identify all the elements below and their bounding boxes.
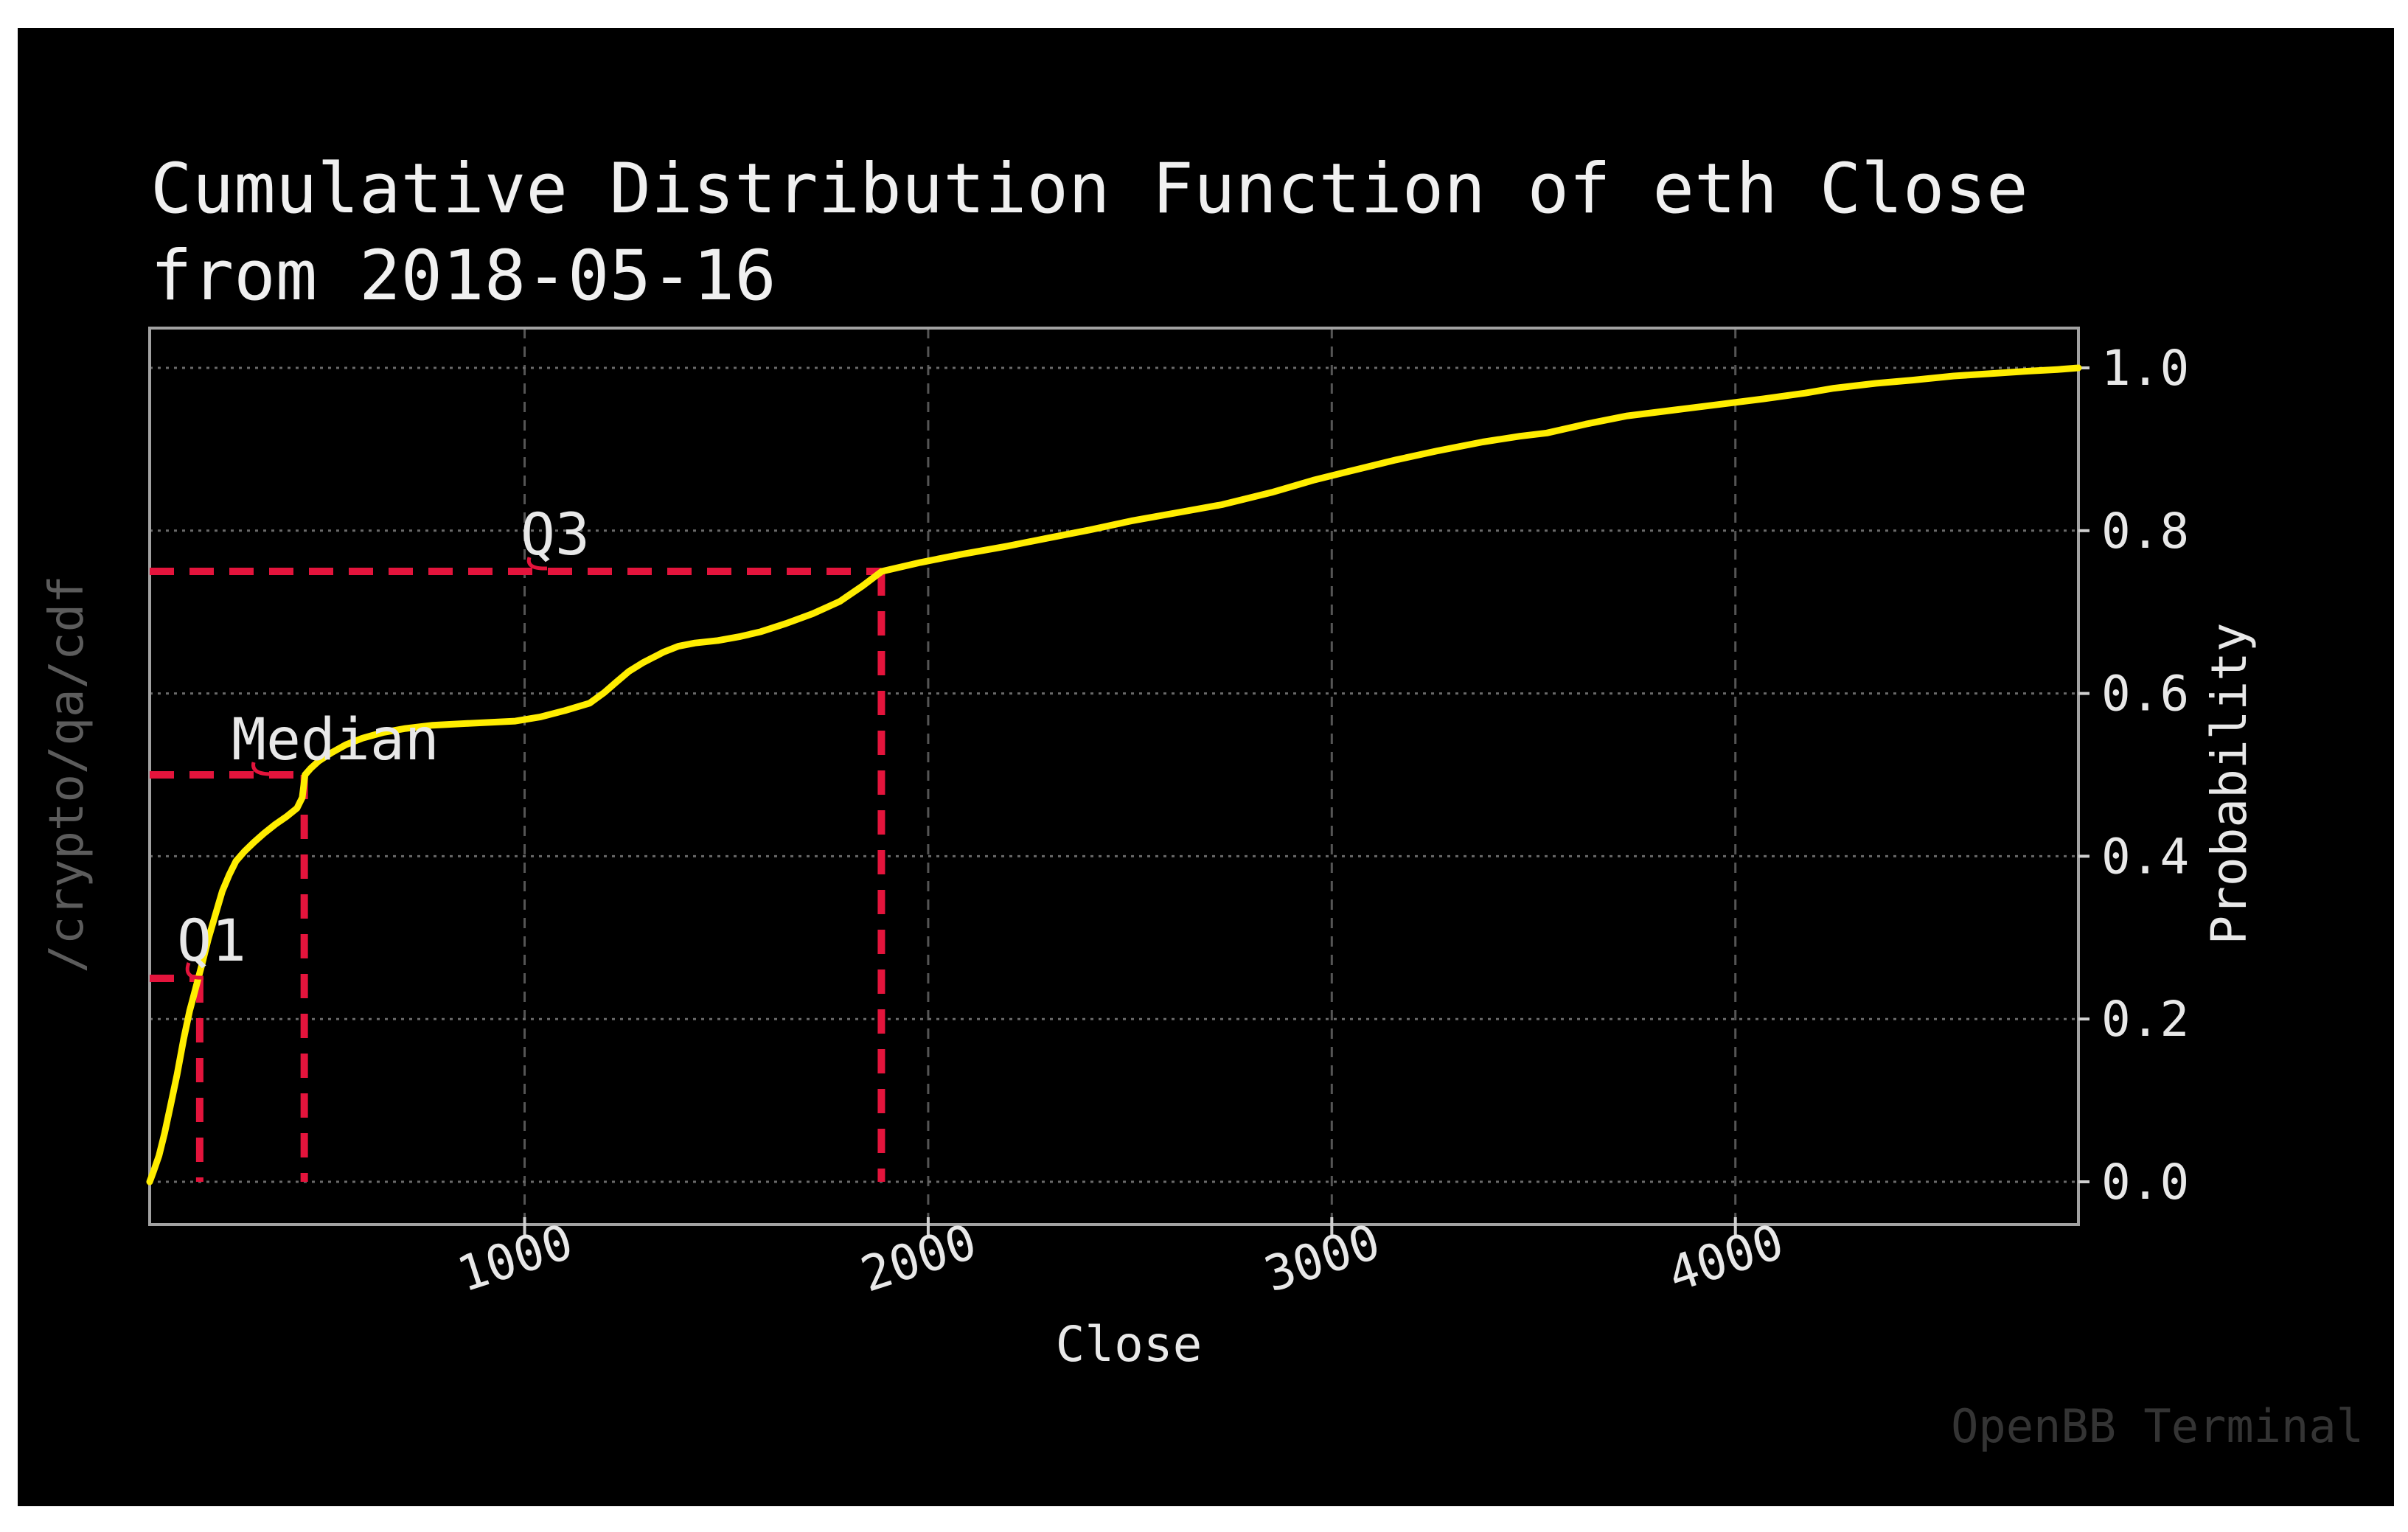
tick-marks-layer: [523, 366, 2089, 1238]
median-annotation-label: Median: [232, 707, 439, 773]
y-tick-label-0.4: 0.4: [2101, 828, 2189, 885]
quartile-lines-layer: [150, 568, 885, 1182]
q3-leader-line: [526, 557, 548, 571]
y-axis-label: Probability: [2201, 622, 2258, 944]
figure-canvas-background: [18, 28, 2394, 1506]
y-tick-label-0.6: 0.6: [2101, 666, 2189, 723]
x-axis-label: Close: [1056, 1316, 1203, 1373]
chart-title-line-1: Cumulative Distribution Function of eth …: [150, 149, 2028, 229]
y-tick-label-0.0: 0.0: [2101, 1154, 2189, 1211]
y-tick-label-0.8: 0.8: [2101, 503, 2189, 560]
openbb-terminal-watermark: OpenBB Terminal: [1951, 1399, 2364, 1453]
q1-annotation-label: Q1: [177, 908, 246, 975]
command-path-watermark: /crypto/qa/cdf: [40, 575, 94, 972]
q3-annotation-label: Q3: [521, 502, 590, 568]
q1-leader-line: [185, 962, 204, 980]
chart-title-line-2: from 2018-05-16: [150, 236, 776, 316]
y-tick-label-1.0: 1.0: [2101, 340, 2189, 397]
cdf-curve: [146, 364, 2082, 1185]
median-leader-line: [251, 762, 272, 776]
y-tick-label-0.2: 0.2: [2101, 991, 2189, 1048]
